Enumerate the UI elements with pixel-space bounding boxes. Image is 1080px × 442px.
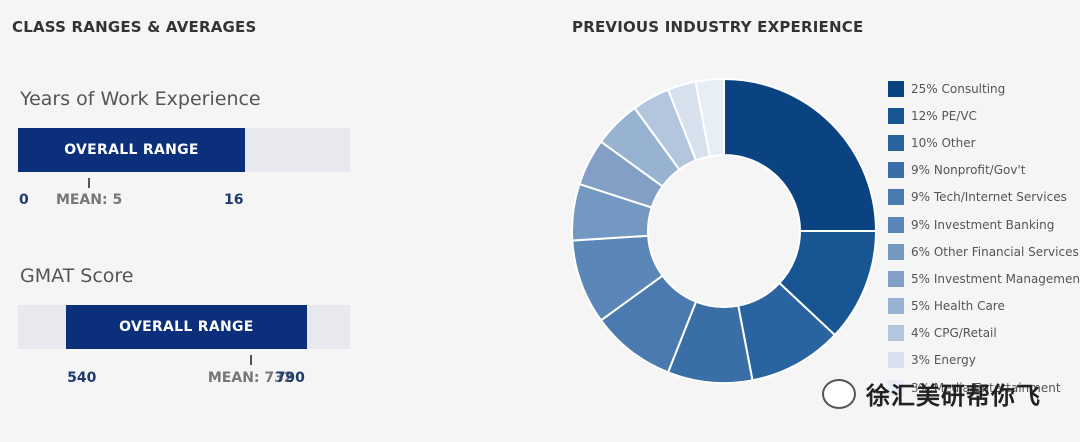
- legend-item: 6% Other Financial Services: [888, 238, 1080, 265]
- legend-item: 5% Investment Management: [888, 265, 1080, 292]
- donut-slice: [694, 77, 725, 158]
- legend-label: 10% Other: [911, 135, 976, 150]
- industry-experience-title: PREVIOUS INDUSTRY EXPERIENCE: [572, 18, 864, 36]
- legend-item: 25% Consulting: [888, 75, 1080, 102]
- industry-donut-chart: [571, 77, 878, 384]
- chat-bubble-icon: [822, 378, 856, 409]
- legend-swatch: [888, 352, 904, 369]
- legend-label: 5% Health Care: [911, 299, 1005, 314]
- legend-item: 9% Nonprofit/Gov't: [888, 157, 1080, 184]
- legend-label: 4% CPG/Retail: [911, 326, 997, 341]
- legend-label: 9% Nonprofit/Gov't: [911, 163, 1026, 178]
- legend-swatch: [888, 162, 904, 179]
- legend-label: 5% Investment Management: [911, 271, 1080, 286]
- legend-swatch: [888, 379, 904, 396]
- legend-swatch: [888, 270, 904, 287]
- legend-item: 4% CPG/Retail: [888, 320, 1080, 347]
- gmat-mean-label: MEAN: 732: [207, 370, 294, 386]
- gmat-range-track: OVERALL RANGE: [18, 305, 350, 349]
- class-ranges-title: CLASS RANGES & AVERAGES: [12, 18, 257, 36]
- donut-slice: [723, 77, 878, 232]
- industry-legend: 25% Consulting 12% PE/VC 10% Other 9% Nonpr…: [888, 75, 1080, 401]
- watermark-text: 徐汇美研帮你飞: [866, 382, 1041, 410]
- legend-item: 3% Media/Entertainment: [888, 374, 1080, 401]
- legend-swatch: [888, 189, 904, 206]
- gmat-min-label: 540: [67, 370, 97, 386]
- legend-swatch: [888, 216, 904, 233]
- legend-item: 12% PE/VC: [888, 102, 1080, 129]
- gmat-mean-tick: [249, 355, 252, 365]
- legend-swatch: [888, 325, 904, 342]
- work-min-label: 0: [19, 192, 29, 208]
- legend-swatch: [888, 80, 904, 97]
- legend-item: 5% Health Care: [888, 293, 1080, 320]
- gmat-max-label: 790: [275, 370, 305, 386]
- work-range-track: OVERALL RANGE: [18, 128, 350, 172]
- legend-label: 25% Consulting: [911, 81, 1006, 96]
- legend-swatch: [888, 134, 904, 151]
- work-mean-label: MEAN: 5: [55, 192, 123, 208]
- work-max-label: 16: [224, 192, 244, 208]
- legend-item: 9% Tech/Internet Services: [888, 184, 1080, 211]
- legend-swatch: [888, 107, 904, 124]
- legend-item: 9% Investment Banking: [888, 211, 1080, 238]
- legend-label: 3% Energy: [911, 353, 976, 368]
- work-range-bar: OVERALL RANGE: [18, 128, 245, 172]
- legend-label: 9% Investment Banking: [911, 217, 1055, 232]
- legend-label: 9% Tech/Internet Services: [911, 190, 1067, 205]
- legend-item: 3% Energy: [888, 347, 1080, 374]
- legend-swatch: [888, 243, 904, 260]
- legend-swatch: [888, 298, 904, 315]
- legend-label: 12% PE/VC: [911, 108, 977, 123]
- legend-label: 6% Other Financial Services: [911, 244, 1079, 259]
- gmat-title: GMAT Score: [20, 265, 134, 287]
- legend-item: 10% Other: [888, 129, 1080, 156]
- work-experience-title: Years of Work Experience: [20, 88, 261, 110]
- watermark: 徐汇美研帮你飞: [822, 376, 1041, 411]
- work-mean-tick: [87, 178, 90, 188]
- legend-label: 3% Media/Entertainment: [911, 380, 1061, 395]
- gmat-range-bar: OVERALL RANGE: [66, 305, 307, 349]
